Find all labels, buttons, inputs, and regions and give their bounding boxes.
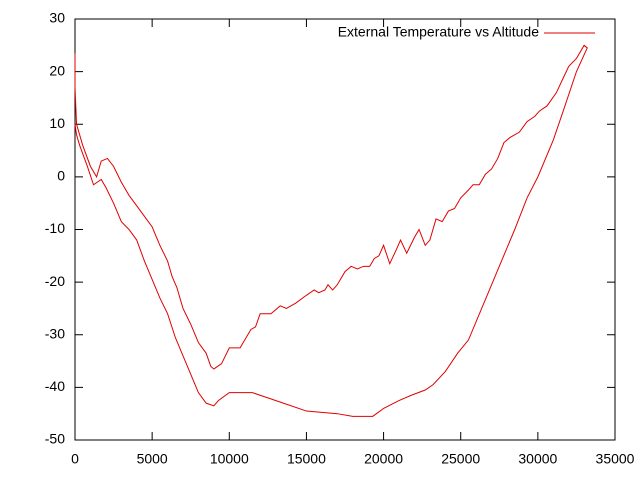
y-tick-label: 20 bbox=[49, 62, 65, 78]
y-tick-label: -40 bbox=[45, 378, 65, 394]
x-tick-label: 15000 bbox=[287, 451, 326, 467]
y-tick-label: -50 bbox=[45, 431, 65, 447]
y-tick-label: -20 bbox=[45, 273, 65, 289]
y-tick-label: -30 bbox=[45, 325, 65, 341]
x-tick-label: 35000 bbox=[596, 451, 635, 467]
x-tick-label: 30000 bbox=[518, 451, 557, 467]
x-tick-label: 20000 bbox=[364, 451, 403, 467]
y-tick-label: 30 bbox=[49, 10, 65, 26]
plot-frame bbox=[74, 18, 616, 441]
y-tick-label: -10 bbox=[45, 220, 65, 236]
x-tick-label: 0 bbox=[71, 451, 79, 467]
legend-label: External Temperature vs Altitude bbox=[338, 24, 540, 40]
x-tick-label: 10000 bbox=[210, 451, 249, 467]
y-tick-label: 10 bbox=[49, 115, 65, 131]
series-line bbox=[74, 44, 588, 417]
x-tick-label: 25000 bbox=[441, 451, 480, 467]
x-tick-label: 5000 bbox=[137, 451, 168, 467]
y-tick-label: 0 bbox=[57, 168, 65, 184]
